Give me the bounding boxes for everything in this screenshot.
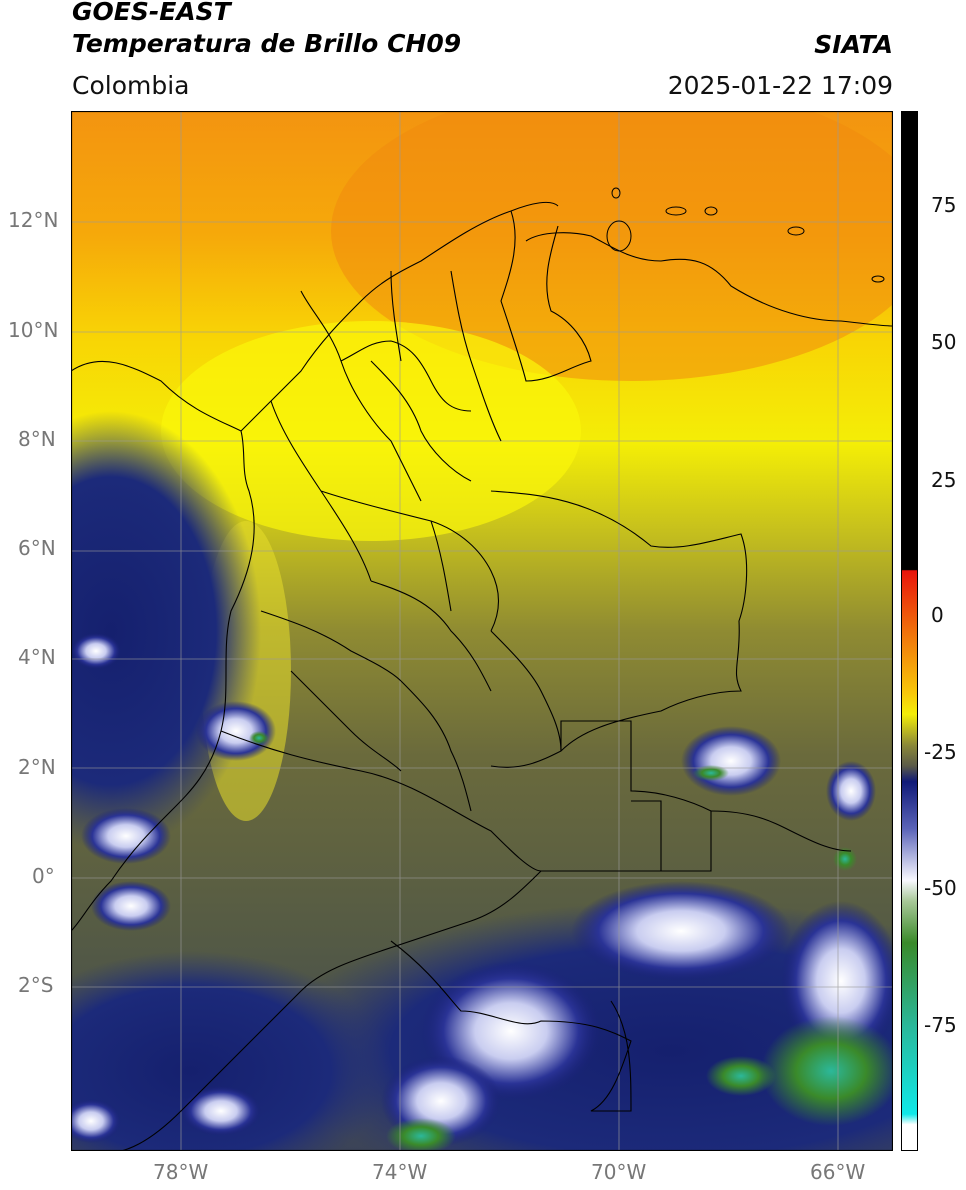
lat-label: 12°N	[8, 208, 59, 232]
lat-label: 2°S	[18, 973, 54, 997]
region-label: Colombia	[72, 71, 190, 100]
colorbar-tick: -25	[924, 740, 957, 764]
lat-label: 8°N	[18, 427, 56, 451]
lon-label: 78°W	[153, 1160, 209, 1184]
colorbar-tick: 25	[931, 468, 957, 492]
coldest-cloud-tops	[249, 731, 893, 1151]
lat-label: 0°	[32, 864, 55, 888]
colorbar-tick: 0	[931, 603, 944, 627]
islands	[606, 187, 885, 283]
colorbar	[901, 111, 918, 1151]
title-line-2: Temperatura de Brillo CH09	[72, 29, 462, 58]
lat-label: 4°N	[18, 645, 56, 669]
lon-label: 66°W	[810, 1160, 866, 1184]
southwest-cold-region	[71, 951, 391, 1151]
lat-label: 2°N	[18, 755, 56, 779]
warm-region	[331, 111, 893, 381]
convective-clouds	[71, 633, 893, 1146]
lat-label: 10°N	[8, 318, 59, 342]
brand-label: SIATA	[814, 30, 893, 59]
lon-label: 74°W	[372, 1160, 428, 1184]
colorbar-tick: -75	[924, 1013, 957, 1037]
graticule	[71, 111, 893, 1151]
colorbar-tick: -50	[924, 876, 957, 900]
datetime-label: 2025-01-22 17:09	[667, 71, 893, 100]
title-line-1: GOES-EAST	[72, 0, 231, 26]
lat-label: 6°N	[18, 536, 56, 560]
lon-label: 70°W	[591, 1160, 647, 1184]
colorbar-tick: 75	[931, 193, 957, 217]
satellite-map	[71, 111, 893, 1151]
colorbar-tick: 50	[931, 330, 957, 354]
coastlines-and-borders	[71, 201, 893, 1151]
map-frame	[71, 111, 893, 1151]
